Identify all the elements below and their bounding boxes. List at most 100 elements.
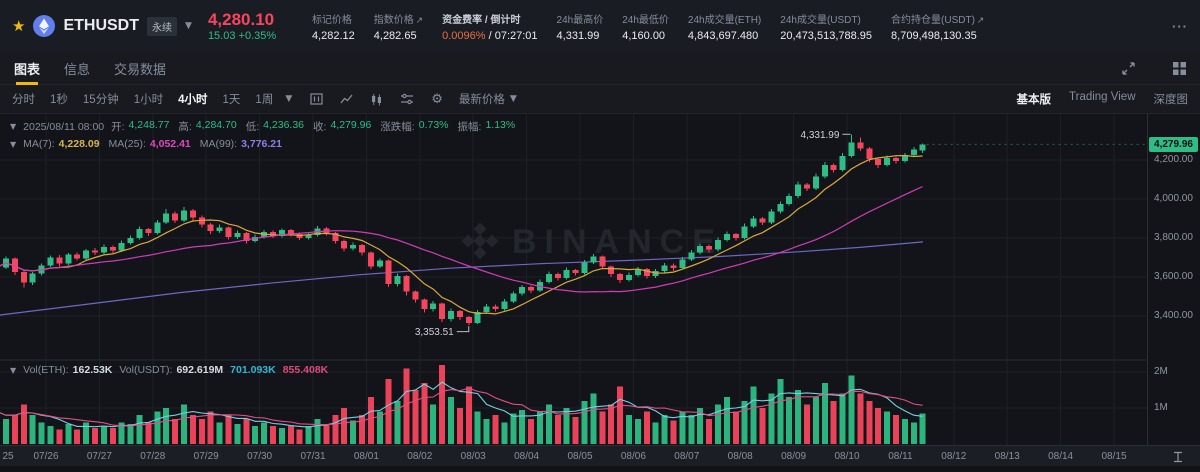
time-axis[interactable]: 25 07/26 07/27 07/28 07/29 07/30 07/31 08/01 08/…	[0, 445, 1200, 472]
ma-item: MA(7): 4,228.09	[23, 138, 99, 150]
ma-value: 3,776.21	[241, 138, 282, 150]
ma-value: 4,052.41	[149, 138, 191, 150]
time-axis-label: 07/29	[193, 451, 219, 462]
price-mode-dropdown[interactable]: 最新价格 ▼	[459, 91, 517, 107]
ohlc-value: 1.13%	[485, 119, 516, 131]
indicators-icon[interactable]	[400, 93, 414, 105]
symbol-selector[interactable]: ★ ETHUSDT 永续 ▼	[12, 15, 192, 37]
binance-watermark: BINANCE	[461, 222, 723, 261]
view-基本版[interactable]: 基本版	[1016, 94, 1052, 106]
header-stat: 24h成交量(USDT) 20,473,513,788.95	[780, 11, 872, 42]
interval-1秒[interactable]: 1秒	[50, 94, 68, 106]
header-stat: 24h最高价 4,331.99	[557, 11, 604, 42]
stat-label: 24h最高价	[556, 14, 604, 26]
market-stats: 标记价格 4,282.12 指数价格 ↗ 4,282.65 资金费率 / 倒计时 0.00…	[312, 11, 1160, 42]
stat-label: 24h最低价	[622, 14, 669, 26]
ma25-line	[0, 185, 923, 293]
candlestick-icon[interactable]	[370, 93, 383, 106]
time-axis-label: 08/04	[514, 451, 540, 462]
candlestick-chart-canvas[interactable]: BINANCE 4,331.99 3,353.51	[0, 114, 1147, 445]
ohlc-label: 低:	[245, 121, 260, 133]
gridlines	[0, 114, 1147, 445]
interval-1天[interactable]: 1天	[222, 94, 241, 106]
price-axis[interactable]: 4,200.00 4,000.00 3,800.00 3,600.00 3,400.00…	[1147, 114, 1200, 445]
external-link-icon: ↗	[413, 15, 424, 26]
stat-label: 24h成交量(USDT)	[780, 14, 861, 26]
ohlc-label: 高:	[178, 121, 192, 133]
candlestick-series	[0, 134, 926, 326]
ohlc-value: 4,248.77	[128, 119, 170, 131]
tab-交易数据[interactable]: 交易数据	[114, 62, 167, 77]
grid-layout-icon[interactable]	[1173, 61, 1186, 75]
stat-value: 8,709,498,130.35	[891, 29, 977, 42]
stat-label: 标记价格	[311, 14, 352, 26]
time-axis-label: 08/07	[674, 451, 700, 462]
ma-item: MA(25): 4,052.41	[109, 138, 191, 150]
stat-value: 4,843,697.480	[687, 29, 759, 42]
ohlc-item: 振幅: 1.13%	[458, 119, 516, 134]
svg-text:BINANCE: BINANCE	[512, 223, 723, 261]
stat-value: 20,473,513,788.95	[780, 29, 873, 42]
high-annotation: 4,331.99	[801, 130, 840, 141]
time-axis-label: 07/28	[140, 451, 166, 462]
line-chart-icon[interactable]	[340, 93, 353, 105]
stat-label[interactable]: 合约持仓量(USDT) ↗	[891, 14, 985, 26]
price-mode-label: 最新价格	[458, 94, 505, 106]
time-axis-label: 08/01	[353, 451, 379, 462]
ohlc-label: 开:	[111, 121, 125, 133]
view-深度图[interactable]: 深度图	[1153, 94, 1189, 106]
last-price-block: 4,280.10 15.03 +0.35%	[208, 10, 292, 43]
vol-ma10-value: 855.408K	[282, 364, 329, 376]
volume-overlay: ▼ Vol(ETH): 162.53K Vol(USDT): 692.619M 70…	[10, 364, 328, 376]
tab-图表[interactable]: 图表	[14, 52, 40, 85]
ohlc-item: 低: 4,236.36	[246, 119, 304, 134]
time-axis-label: 08/13	[994, 451, 1020, 462]
time-axis-label: 08/08	[727, 451, 753, 462]
ohlc-item: 收: 4,279.96	[313, 119, 371, 134]
ohlc-label: 收:	[313, 121, 327, 133]
time-axis-label: 08/06	[620, 451, 646, 462]
ma7-line	[0, 154, 923, 315]
contract-type-badge: 永续	[147, 16, 178, 36]
price-axis-label: 4,200.00	[1154, 154, 1193, 165]
fullscreen-expand-icon[interactable]	[1122, 61, 1135, 75]
stat-label[interactable]: 指数价格 ↗	[373, 14, 424, 26]
ohlc-item: 涨跌幅: 0.73%	[380, 119, 448, 134]
symbol-name: ETHUSDT	[63, 17, 140, 34]
view-Trading View[interactable]: Trading View	[1069, 91, 1136, 103]
collapse-chevron-icon[interactable]: ▼	[10, 139, 17, 149]
collapse-chevron-icon[interactable]: ▼	[10, 122, 17, 131]
ohlc-value: 4,284.70	[195, 119, 237, 131]
candle-time: 2025/08/11 08:00	[23, 120, 105, 133]
more-button[interactable]: ···	[1172, 18, 1188, 34]
vol-ma5-line	[0, 381, 923, 428]
time-axis-label: 08/02	[407, 451, 433, 462]
interval-dropdown-icon[interactable]: ▼	[285, 94, 293, 104]
tab-信息[interactable]: 信息	[64, 62, 91, 77]
stat-value: 4,282.12	[311, 29, 355, 42]
vol-usdt-value: 692.619M	[176, 364, 224, 376]
time-axis-label: 08/10	[834, 451, 860, 462]
ohlc-value: 4,236.36	[263, 119, 305, 131]
chart-style-icon[interactable]	[310, 93, 323, 105]
ma99-line	[0, 241, 924, 316]
time-axis-label: 08/14	[1048, 451, 1074, 462]
chart-toolbar: 分时 1秒 15分钟 1小时 4小时 1天 1周 ▼ ⚙ 最新价格 ▼ 基本版 Trading…	[0, 85, 1200, 114]
last-price: 4,280.10	[207, 9, 275, 29]
interval-15分钟[interactable]: 15分钟	[82, 94, 119, 106]
chevron-down-icon[interactable]: ▼	[185, 21, 192, 31]
axis-edit-icon[interactable]	[1172, 451, 1184, 466]
interval-1周[interactable]: 1周	[255, 94, 274, 106]
ohlc-item: 高: 4,284.70	[178, 119, 236, 134]
stat-label: 资金费率 / 倒计时	[442, 14, 521, 26]
stat-label: 24h成交量(ETH)	[687, 14, 762, 26]
time-axis-label: 08/15	[1101, 451, 1127, 462]
interval-分时[interactable]: 分时	[12, 94, 35, 106]
current-price-tag: 4,279.96	[1149, 136, 1198, 152]
interval-4小时[interactable]: 4小时	[178, 94, 208, 106]
collapse-chevron-icon[interactable]: ▼	[10, 365, 17, 375]
interval-1小时[interactable]: 1小时	[133, 94, 164, 106]
vol-eth-label: Vol(ETH):	[23, 364, 69, 376]
favorite-star-icon[interactable]: ★	[12, 17, 26, 35]
settings-gear-icon[interactable]: ⚙	[431, 91, 443, 107]
